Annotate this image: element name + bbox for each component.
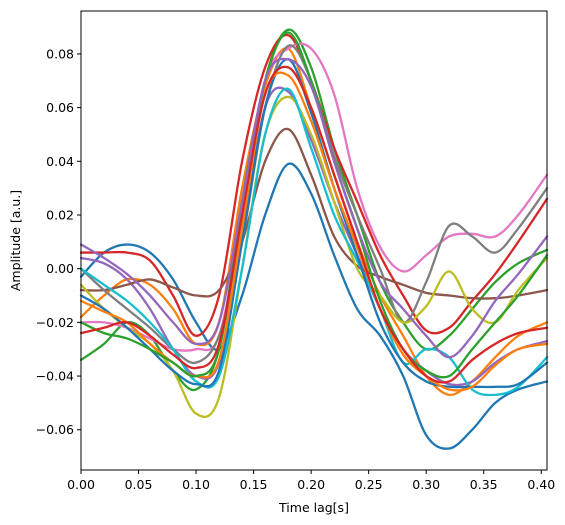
- y-tick-label: 0.00: [46, 261, 74, 276]
- series-line-13: [79, 31, 549, 379]
- x-tick-label: 0.40: [527, 477, 555, 492]
- x-tick-label: 0.30: [412, 477, 440, 492]
- x-tick-label: 0.25: [355, 477, 383, 492]
- y-axis-label: Amplitude [a.u.]: [8, 190, 23, 291]
- series-layer: [79, 28, 549, 450]
- series-line-6: [79, 127, 549, 300]
- series-line-10: [79, 87, 549, 397]
- x-tick-label: 0.10: [182, 477, 210, 492]
- series-line-15: [79, 57, 549, 359]
- y-tick-label: 0.06: [46, 100, 74, 115]
- x-tick-label: 0.05: [125, 477, 153, 492]
- x-axis-label: Time lag[s]: [278, 500, 349, 515]
- y-tick-label: −0.06: [36, 422, 74, 437]
- series-line-12: [79, 71, 549, 392]
- y-axis-ticks: −0.06 −0.04 −0.02 0.00 0.02 0.04 0.06 0.08: [36, 46, 81, 437]
- series-line-4: [79, 33, 549, 337]
- y-tick-label: 0.02: [46, 208, 74, 223]
- y-tick-label: −0.04: [36, 369, 74, 384]
- series-line-14: [79, 65, 549, 384]
- x-tick-label: 0.20: [297, 477, 325, 492]
- plot-area-frame: [80, 10, 548, 471]
- x-axis-ticks: 0.00 0.05 0.10 0.15 0.20 0.25 0.30 0.35 0.40: [67, 470, 555, 492]
- x-tick-label: 0.35: [470, 477, 498, 492]
- series-line-1: [79, 162, 549, 450]
- y-tick-label: 0.08: [46, 46, 74, 61]
- x-tick-label: 0.00: [67, 477, 95, 492]
- series-line-5: [79, 86, 549, 387]
- y-tick-label: −0.02: [36, 315, 74, 330]
- x-tick-label: 0.15: [240, 477, 268, 492]
- y-tick-label: 0.04: [46, 154, 74, 169]
